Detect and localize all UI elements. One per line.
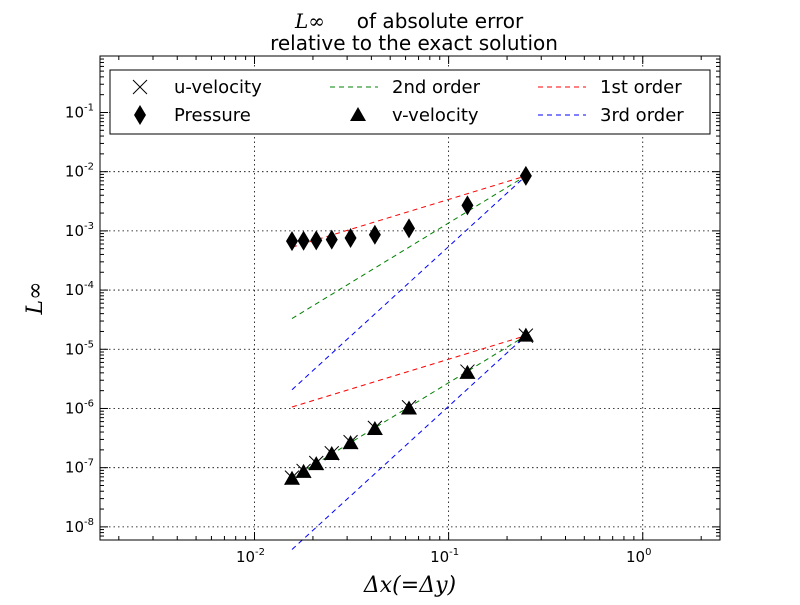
data-point-pressure xyxy=(519,165,532,186)
legend-item-v-velocity: v-velocity xyxy=(350,105,479,126)
x-marker-stroke xyxy=(518,328,534,343)
reference-line-3rd-order xyxy=(291,175,527,391)
legend-item-2nd-order: 2nd order xyxy=(330,77,481,98)
reference-line-2nd-order xyxy=(291,175,527,320)
legend-items: u-velocity Pressure 2nd order v-velocity 1st… xyxy=(132,77,684,126)
data-point-pressure xyxy=(285,231,298,252)
data-point-u-velocity xyxy=(324,445,340,461)
data-point-pressure xyxy=(297,230,310,251)
y-tick-label: 10-7 xyxy=(65,458,94,477)
x-marker-stroke xyxy=(343,434,358,450)
data-point-pressure xyxy=(325,229,338,250)
legend-item-3rd-order: 3rd order xyxy=(538,105,684,126)
data-point-u-velocity xyxy=(308,455,324,471)
legend: u-velocity Pressure 2nd order v-velocity 1st… xyxy=(109,69,711,135)
legend-label: 3rd order xyxy=(600,105,684,126)
legend-handle xyxy=(134,105,146,125)
data-point-u-velocity xyxy=(284,470,300,485)
chart-title-math: L∞ xyxy=(294,9,325,33)
chart-title-line-1: of absolute error xyxy=(357,9,524,33)
data-point-pressure xyxy=(344,227,357,248)
x-marker-stroke xyxy=(296,463,311,479)
legend-label: 1st order xyxy=(600,77,682,98)
y-tick-label: 10-5 xyxy=(65,339,94,358)
y-tick-label: 10-8 xyxy=(65,517,94,536)
data-point-u-velocity xyxy=(296,463,311,479)
data-point-pressure xyxy=(461,195,474,216)
legend-label: v-velocity xyxy=(392,105,479,126)
data-point-u-velocity xyxy=(460,364,475,379)
data-point-v-velocity xyxy=(517,327,534,342)
data-point-pressure xyxy=(368,224,381,245)
x-tick-label: 100 xyxy=(626,547,651,566)
data-point-u-velocity xyxy=(367,420,383,436)
legend-box xyxy=(109,69,711,135)
data-point-u-velocity xyxy=(518,328,534,343)
x-tick-label: 10-1 xyxy=(430,547,459,566)
x-axis-label: Δx(=Δy) xyxy=(363,573,456,598)
x-marker-stroke xyxy=(401,399,417,415)
y-tick-label: 10-6 xyxy=(65,398,94,417)
legend-handle xyxy=(132,79,148,95)
x-tick-label: 10-2 xyxy=(236,547,265,566)
legend-label: u-velocity xyxy=(174,77,262,98)
legend-item-u-velocity: u-velocity xyxy=(132,77,262,98)
reference-line-3rd-order xyxy=(291,335,527,550)
data-point-u-velocity xyxy=(343,434,358,450)
y-tick-label: 10-4 xyxy=(65,280,94,299)
legend-handle xyxy=(350,107,366,121)
legend-item-1st-order: 1st order xyxy=(538,77,682,98)
y-tick-label: 10-3 xyxy=(65,221,94,240)
x-marker-stroke xyxy=(308,455,324,471)
legend-label: 2nd order xyxy=(392,77,481,98)
chart-title: L∞ of absolute error relative to the exa… xyxy=(270,9,558,55)
y-tick-label: 10-1 xyxy=(65,102,94,121)
legend-label: Pressure xyxy=(174,105,251,126)
x-marker-stroke xyxy=(132,79,148,95)
x-marker-stroke xyxy=(324,445,340,461)
legend-item-pressure: Pressure xyxy=(134,105,251,126)
x-marker-stroke xyxy=(460,364,475,379)
data-point-pressure xyxy=(310,230,323,251)
plot-frame xyxy=(99,55,721,541)
y-tick-label: 10-2 xyxy=(65,162,94,181)
y-axis-label: L∞ xyxy=(23,282,48,316)
tick-layer: 10-2 10-1 100 10-8 10-7 10-6 10-5 10-4 10-3 10-2 1… xyxy=(65,56,720,566)
reference-line-1st-order xyxy=(291,335,527,408)
data-point-pressure xyxy=(403,218,416,239)
data-point-u-velocity xyxy=(401,399,417,415)
x-marker-stroke xyxy=(367,420,383,436)
series-layer xyxy=(283,165,534,550)
x-marker-stroke xyxy=(284,470,300,485)
chart-title-line-2: relative to the exact solution xyxy=(270,31,558,55)
